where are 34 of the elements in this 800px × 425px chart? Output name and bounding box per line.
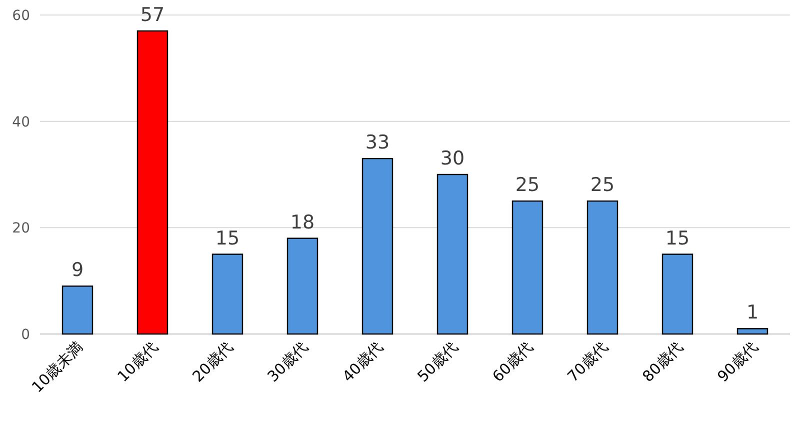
data-label: 25	[590, 174, 615, 196]
bar	[62, 286, 94, 335]
bar	[212, 254, 244, 335]
bar	[662, 254, 694, 335]
data-label: 18	[290, 211, 315, 234]
x-tick-label: 80歳代	[638, 338, 686, 386]
bar	[362, 158, 394, 335]
y-tick-label: 0	[21, 327, 30, 343]
x-tick-label: 70歳代	[564, 338, 612, 386]
data-label: 15	[215, 227, 240, 250]
data-label: 30	[440, 148, 465, 170]
x-tick-label: 40歳代	[338, 338, 386, 386]
data-label: 25	[515, 174, 540, 196]
data-label: 9	[71, 259, 84, 282]
y-tick-label: 40	[12, 114, 30, 130]
x-tick-label: 90歳代	[714, 338, 762, 386]
x-tick-label: 60歳代	[488, 338, 536, 386]
bar	[512, 200, 544, 335]
bar	[286, 238, 318, 335]
x-tick-label: 30歳代	[264, 338, 312, 386]
bar	[136, 30, 168, 335]
bar	[736, 328, 768, 335]
x-tick-label: 50歳代	[414, 338, 462, 386]
x-tick-label: 20歳代	[188, 338, 236, 386]
data-label: 1	[746, 302, 759, 324]
x-tick-label: 10歳代	[114, 338, 162, 386]
data-label: 57	[140, 4, 165, 26]
y-tick-label: 20	[12, 220, 30, 237]
bar	[436, 174, 468, 335]
data-label: 33	[365, 132, 390, 154]
data-label: 15	[665, 227, 690, 250]
bar	[586, 200, 618, 335]
y-tick-label: 60	[12, 8, 30, 24]
x-tick-label: 10歳未満	[28, 338, 86, 396]
